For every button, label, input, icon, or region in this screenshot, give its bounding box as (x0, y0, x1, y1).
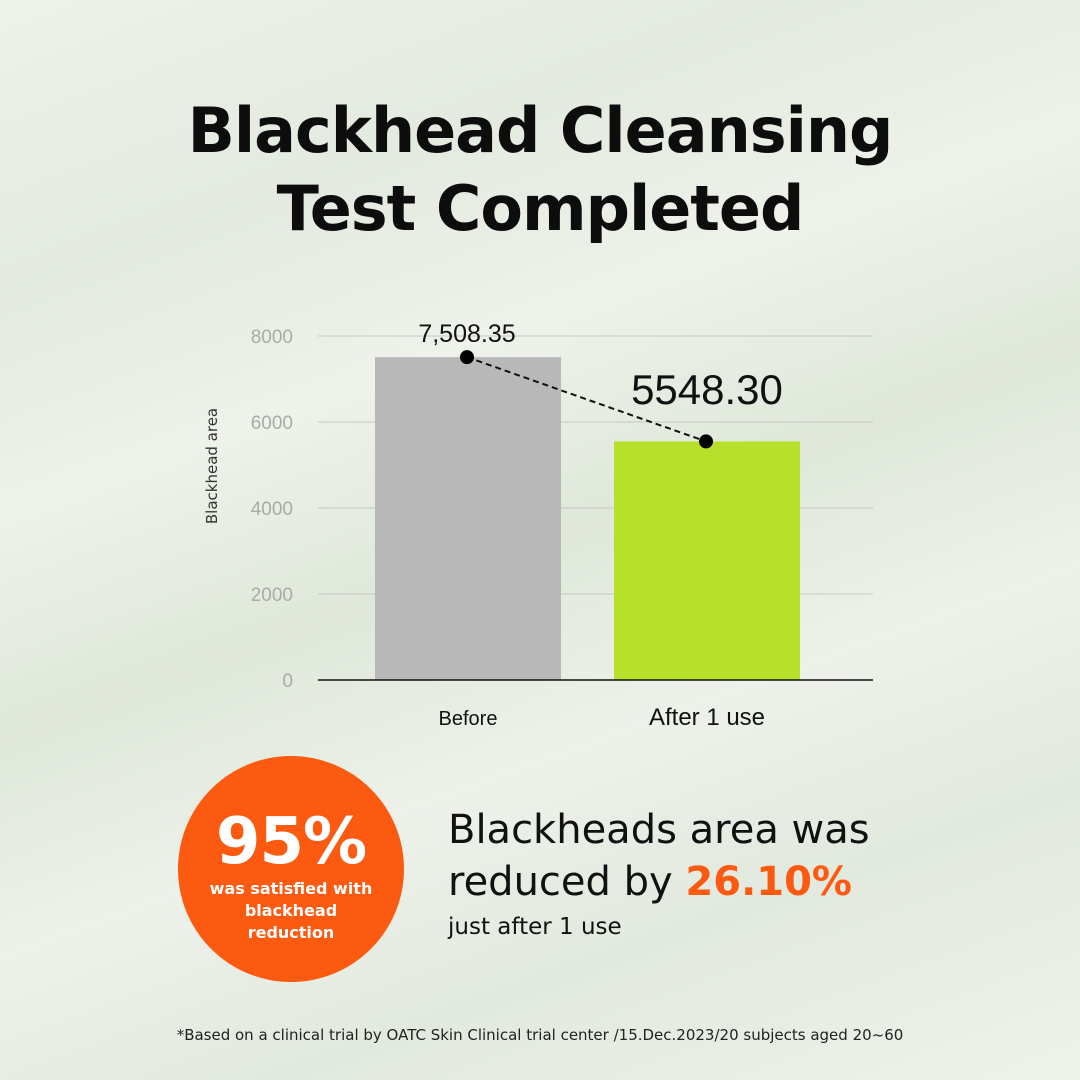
stat-percent: 26.10% (685, 859, 853, 905)
y-tick-label: 0 (282, 671, 293, 692)
data-label-before: 7,508.35 (418, 320, 515, 348)
title-line-2: Test Completed (276, 172, 805, 245)
y-tick-label: 4000 (251, 499, 293, 520)
satisfaction-badge: 95% was satisfied with blackhead reducti… (178, 756, 404, 982)
data-point-0 (460, 350, 474, 365)
y-tick-label: 8000 (251, 327, 293, 348)
data-point-1 (699, 434, 713, 449)
data-label-after: 5548.30 (631, 366, 783, 413)
stat-line-3: just after 1 use (448, 914, 622, 940)
stat-line-1: Blackheads area was (448, 807, 870, 853)
y-tick-label: 2000 (251, 585, 293, 606)
title-line-1: Blackhead Cleansing (187, 94, 894, 167)
y-axis-label: Blackhead area (203, 408, 221, 524)
badge-text: was satisfied with blackhead reduction (209, 879, 373, 942)
bar-1 (614, 441, 800, 680)
y-tick-label: 6000 (251, 413, 293, 434)
reduction-stat: Blackheads area was reduced by 26.10% ju… (448, 804, 870, 940)
x-tick-label: After 1 use (649, 704, 765, 731)
connector-line (466, 356, 707, 443)
page-title: Blackhead Cleansing Test Completed (0, 92, 1080, 248)
badge-value: 95% (215, 805, 367, 879)
stat-prefix: reduced by (448, 859, 686, 905)
footnote: *Based on a clinical trial by OATC Skin … (176, 1026, 904, 1044)
bar-chart: 0 2000 4000 6000 8000 Blackhead area Before Aft… (203, 320, 873, 731)
bar-0 (375, 357, 561, 680)
x-tick-label: Before (439, 708, 498, 730)
stat-line-2: reduced by 26.10% (448, 856, 870, 908)
